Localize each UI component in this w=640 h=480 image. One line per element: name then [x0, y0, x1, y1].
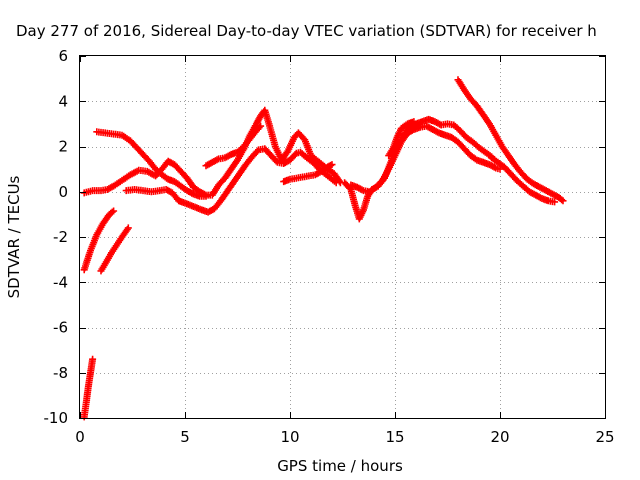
series-trace-12 — [488, 154, 559, 206]
data-point — [551, 198, 559, 206]
series-trace-1 — [80, 355, 97, 421]
data-point — [332, 179, 340, 187]
data-point — [257, 122, 265, 130]
y-tick-label: 4 — [58, 92, 68, 110]
plot-frame — [79, 55, 606, 419]
series-trace-8 — [280, 161, 336, 186]
y-axis-label: SDTVAR / TECUs — [5, 175, 23, 298]
x-tick-label: 20 — [490, 428, 509, 446]
y-tick-label: 2 — [58, 138, 68, 156]
x-tick-label: 25 — [595, 428, 614, 446]
data-point — [255, 124, 263, 132]
y-tick-label: 6 — [58, 47, 68, 65]
data-point — [328, 161, 336, 169]
series-trace-7 — [202, 122, 265, 170]
series-trace-5 — [93, 128, 210, 200]
data-point — [89, 355, 97, 363]
x-tick-label: 10 — [280, 428, 299, 446]
grid — [80, 56, 605, 418]
series-trace-6 — [122, 145, 340, 216]
series-trace-13 — [385, 118, 418, 160]
y-tick-label: -8 — [53, 364, 68, 382]
data-point — [110, 207, 118, 215]
data-point — [124, 224, 132, 232]
data-point — [410, 118, 418, 126]
series-trace-3 — [97, 224, 132, 275]
data-point — [202, 192, 210, 200]
x-tick-label: 5 — [180, 428, 190, 446]
y-tick-label: -6 — [53, 319, 68, 337]
chart-title: Day 277 of 2016, Sidereal Day-to-day VTE… — [16, 22, 597, 40]
x-tick-label: 15 — [385, 428, 404, 446]
x-tick-label: 0 — [75, 428, 85, 446]
series-trace-10 — [347, 122, 504, 196]
y-tick-label: -2 — [53, 228, 68, 246]
series-trace-2 — [80, 207, 118, 274]
data-point — [108, 208, 116, 216]
data-point — [559, 197, 567, 205]
axis-ticks: 0 5 10 15 20 25 -10 -8 -6 -4 -2 0 2 4 6 — [44, 47, 615, 446]
x-axis-label: GPS time / hours — [277, 457, 403, 475]
y-tick-label: 0 — [58, 183, 68, 201]
series-trace-11 — [454, 76, 567, 205]
plot-area — [80, 76, 567, 421]
y-tick-label: -10 — [44, 409, 69, 427]
data-point — [558, 196, 566, 204]
y-tick-label: -4 — [53, 273, 68, 291]
